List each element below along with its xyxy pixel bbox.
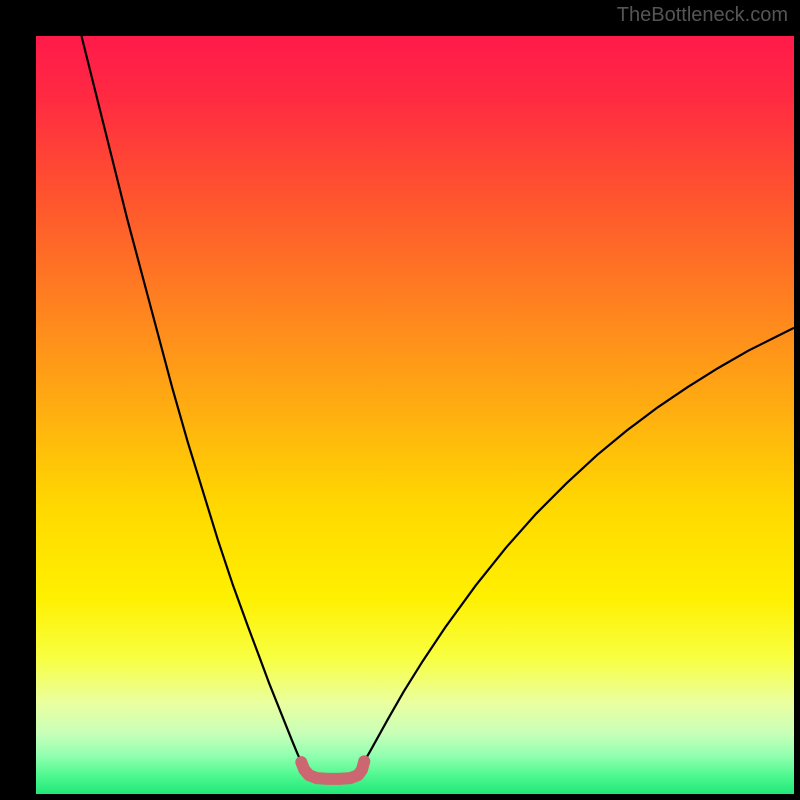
bottleneck-marker-end-dot — [358, 755, 370, 767]
watermark-text: TheBottleneck.com — [617, 4, 788, 27]
gradient-background — [36, 36, 794, 794]
chart-svg — [36, 36, 794, 794]
plot-area — [36, 36, 794, 794]
